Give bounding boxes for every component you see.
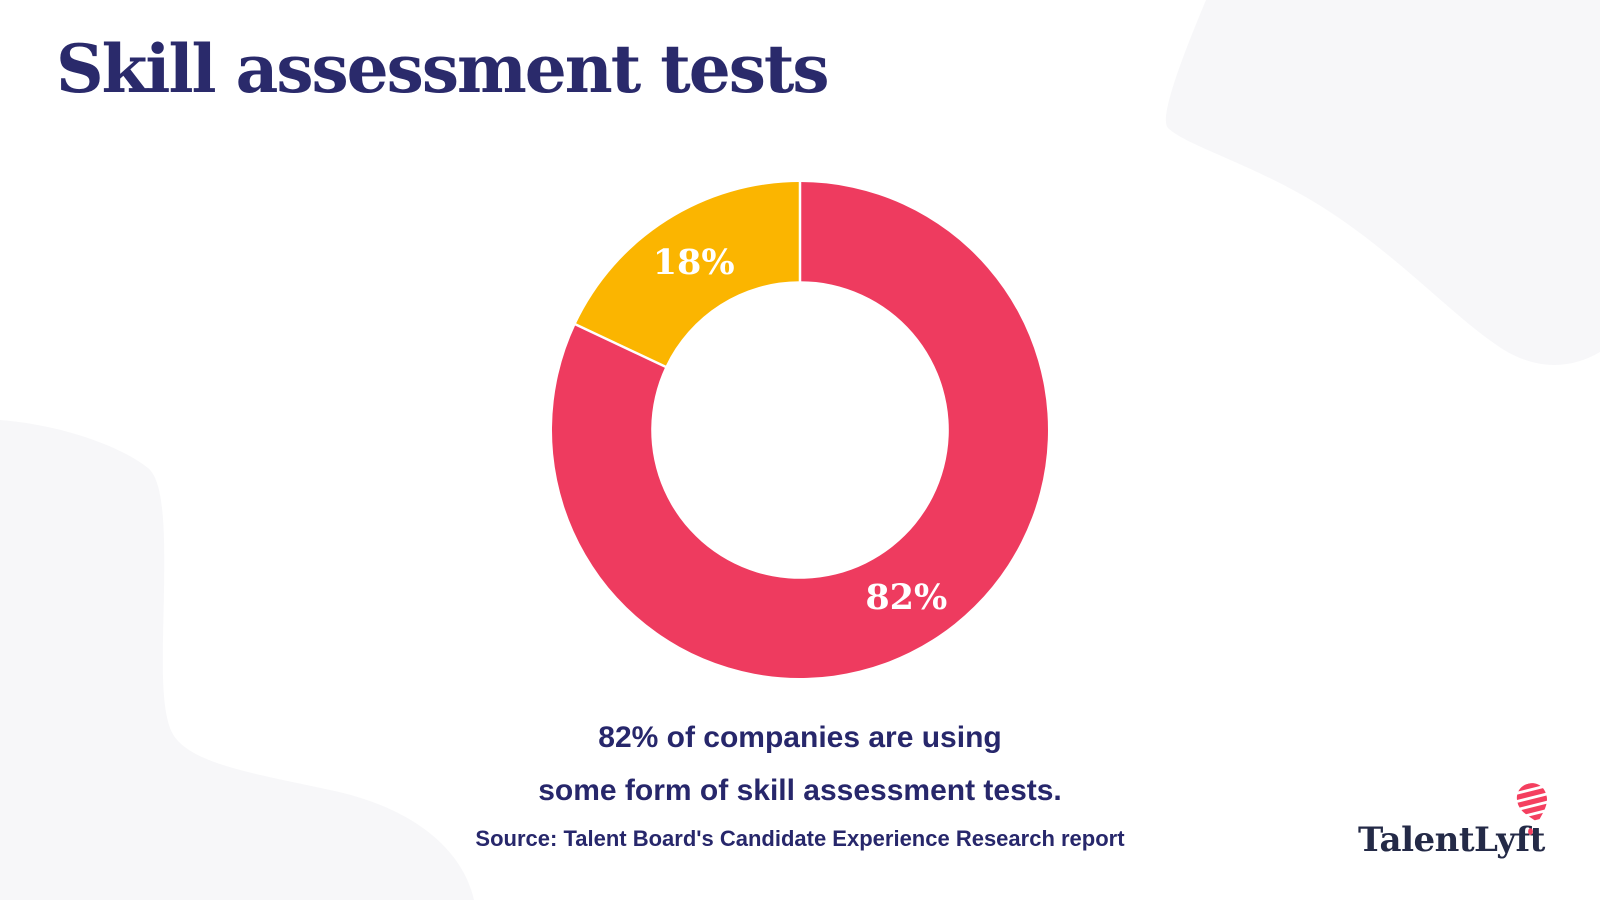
chart-caption: 82% of companies are using some form of … <box>0 711 1600 817</box>
donut-chart: 82% 18% <box>551 181 1048 678</box>
hot-air-balloon-icon <box>1516 782 1550 835</box>
donut-slice-1 <box>575 181 800 367</box>
slice-label-1: 18% <box>653 242 735 283</box>
caption-line-2: some form of skill assessment tests. <box>538 774 1062 807</box>
page-title: Skill assessment tests <box>56 30 830 108</box>
logo-wordmark: TalentLyft <box>1358 820 1545 860</box>
slice-divider-1 <box>574 322 667 369</box>
source-text: Source: Talent Board's Candidate Experie… <box>475 826 1125 851</box>
caption-line-1: 82% of companies are using <box>598 721 1002 754</box>
donut-slice-0 <box>551 182 1048 678</box>
balloon-basket-dot <box>1528 828 1533 835</box>
top-right-blob <box>1165 0 1600 365</box>
slice-label-0: 82% <box>865 577 947 618</box>
balloon-stripes <box>1516 782 1550 826</box>
